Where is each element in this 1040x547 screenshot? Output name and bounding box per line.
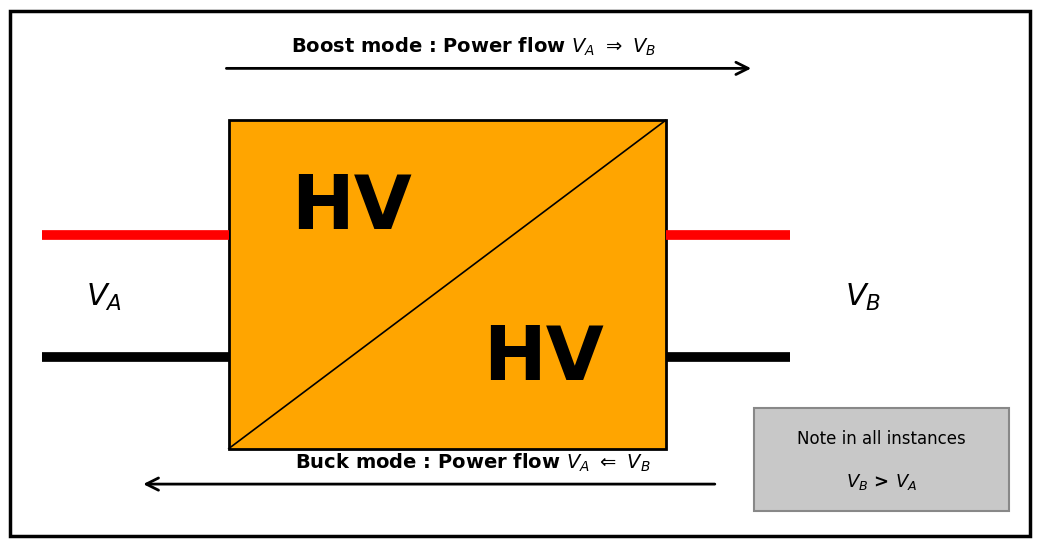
Text: Buck mode : Power flow $V_A$ $\Leftarrow$ $V_B$: Buck mode : Power flow $V_A$ $\Leftarrow… [295,452,651,474]
Text: $V_B$: $V_B$ [846,282,881,313]
Text: HV: HV [291,172,412,246]
Bar [754,408,1009,511]
Bar [229,120,666,449]
Text: $V_B$ > $V_A$: $V_B$ > $V_A$ [846,473,917,492]
Text: Boost mode : Power flow $V_A$ $\Rightarrow$ $V_B$: Boost mode : Power flow $V_A$ $\Rightarr… [291,36,655,57]
Text: $V_A$: $V_A$ [86,282,122,313]
Text: HV: HV [483,323,603,397]
Text: Note in all instances: Note in all instances [797,430,966,447]
